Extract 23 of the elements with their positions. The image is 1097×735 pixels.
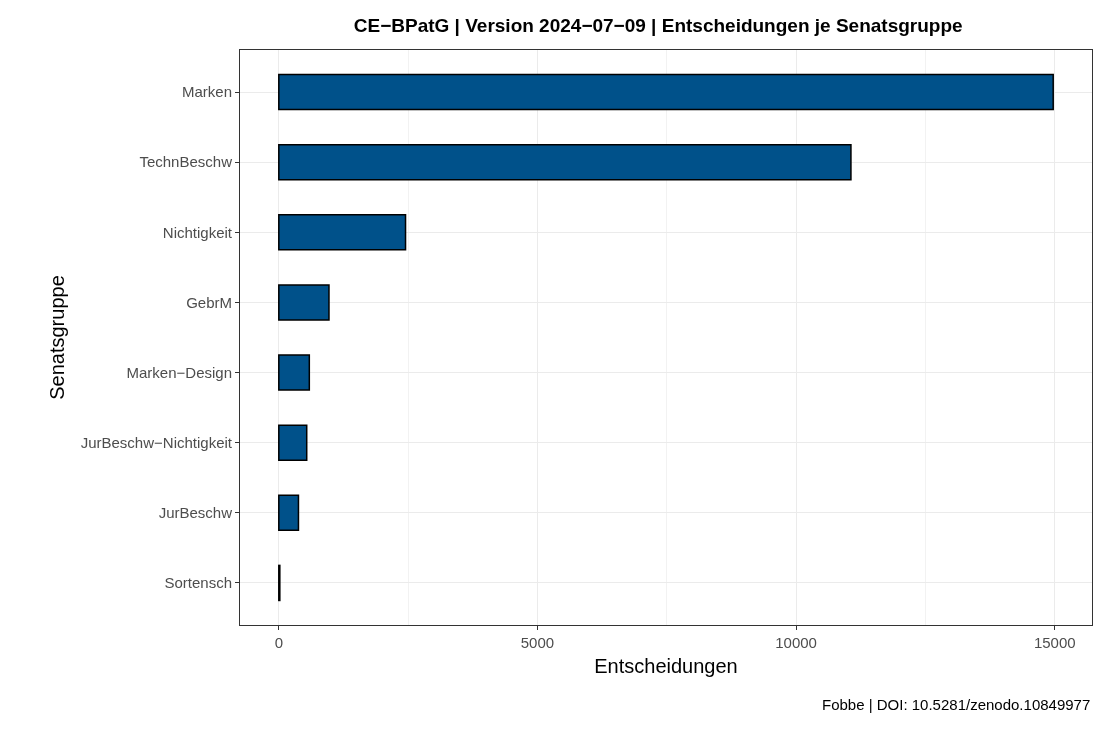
x-tick-label: 15000	[1033, 634, 1076, 651]
y-axis-title: Senatsgruppe	[46, 275, 69, 400]
x-tick-label: 10000	[775, 634, 817, 651]
bar	[278, 494, 300, 532]
bar	[278, 284, 330, 321]
x-tick-label: 5000	[520, 634, 555, 651]
bar	[278, 143, 852, 181]
bar	[278, 73, 1054, 111]
y-tick-label: Sortensch	[164, 574, 232, 592]
y-tick-label: Marken	[181, 83, 232, 101]
text: Fobbe | DOI: 10.5281/zenodo.10849977	[822, 696, 1091, 713]
bar	[278, 214, 407, 251]
chart-title: CE−BPatG | Version 2024−07−09 | Entscheidungen je Senatsgruppe	[353, 14, 963, 36]
y-tick-label: Nichtigkeit	[162, 223, 233, 241]
x-tick-label: 0	[274, 634, 283, 651]
y-tick-label: Marken−Design	[126, 363, 232, 381]
y-tick-label: GebrM	[186, 293, 232, 311]
bar	[278, 354, 311, 391]
y-tick-label: TechnBeschw	[139, 153, 233, 171]
y-tick-label: JurBeschw	[158, 504, 233, 522]
bar	[278, 424, 308, 461]
y-tick-label: JurBeschw−Nichtigkeit	[80, 433, 233, 451]
x-axis-title: Entscheidungen	[594, 654, 738, 677]
